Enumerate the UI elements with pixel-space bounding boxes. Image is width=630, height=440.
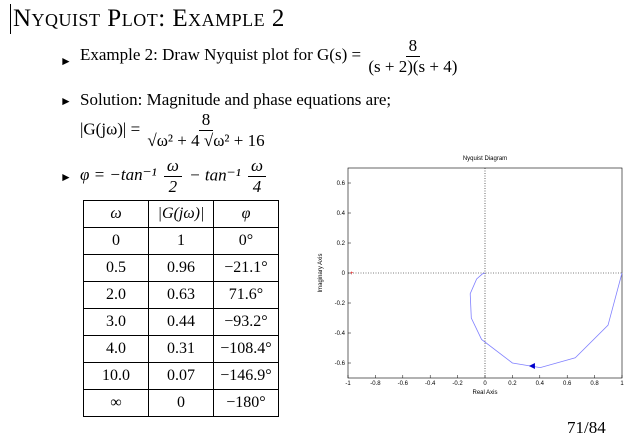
x-tick-label: 0.8 <box>590 381 599 387</box>
bullet: ► Example 2: Draw Nyquist plot for G(s) … <box>60 36 458 76</box>
x-tick-label: -1 <box>345 381 351 387</box>
table-cell: −93.2° <box>213 308 279 336</box>
table-row: 3.0 0.44 −93.2° <box>83 308 279 336</box>
x-tick-label: -0.4 <box>425 381 436 387</box>
x-tick-label: -0.6 <box>398 381 409 387</box>
table-cell: 0.96 <box>148 254 214 282</box>
table-cell: 0.63 <box>148 281 214 309</box>
table-cell: 0.5 <box>83 254 149 282</box>
table-row: 0 1 0° <box>83 227 279 255</box>
bullet-text: Example 2: Draw Nyquist plot for G(s) = <box>80 45 362 65</box>
table-cell: −180° <box>213 389 279 417</box>
table-cell: 0° <box>213 227 279 255</box>
table-row: 0.5 0.96 −21.1° <box>83 254 279 282</box>
table-cell: 71.6° <box>213 281 279 309</box>
table-row: 10.0 0.07 −146.9° <box>83 362 279 390</box>
numerator: ω <box>163 156 182 177</box>
y-tick-label: -0.4 <box>335 331 346 337</box>
x-tick-label: 1 <box>620 381 624 387</box>
table-cell: 0.44 <box>148 308 214 336</box>
y-axis-label: Imaginary Axis <box>318 253 324 292</box>
bullet: ► Solution: Magnitude and phase equation… <box>60 90 392 150</box>
table-cell: 0 <box>148 389 214 417</box>
numerator: ω <box>247 156 266 177</box>
header-row: ω |G(jω)| φ <box>83 200 279 228</box>
denominator: 4 <box>252 177 262 196</box>
y-tick-label: 0.6 <box>337 181 346 187</box>
denominator: √ω² + 4 √ω² + 16 <box>147 131 265 150</box>
denominator: (s + 2)(s + 4) <box>368 57 458 76</box>
x-tick-label: -0.8 <box>370 381 381 387</box>
table-cell: 4.0 <box>83 335 149 363</box>
y-tick-label: 0 <box>342 271 346 277</box>
x-tick-label: 0.4 <box>536 381 545 387</box>
header-cell: |G(jω)| <box>148 200 214 228</box>
table-cell: −146.9° <box>213 362 279 390</box>
numerator: 8 <box>198 110 214 131</box>
x-tick-label: 0.2 <box>508 381 517 387</box>
table-cell: 0.07 <box>148 362 214 390</box>
x-tick-label: 0.6 <box>563 381 572 387</box>
formula: |G(jω)| = <box>80 119 141 139</box>
slide-title: Nyquist Plot: Example 2 <box>10 4 285 34</box>
header-cell: ω <box>83 200 149 228</box>
formula-part: φ = −tan⁻¹ <box>80 165 157 185</box>
table-cell: 3.0 <box>83 308 149 336</box>
chart: Nyquist Diagram Real Axis Imaginary Axis -1… <box>318 156 624 396</box>
table-cell: 2.0 <box>83 281 149 309</box>
x-tick-label: -0.2 <box>452 381 463 387</box>
chart-title: Nyquist Diagram <box>463 156 507 162</box>
table-cell: −108.4° <box>213 335 279 363</box>
header-cell: φ <box>213 200 279 228</box>
table-cell: 1 <box>148 227 214 255</box>
x-tick-label: 0 <box>483 381 487 387</box>
direction-arrow <box>528 363 535 369</box>
table-cell: 10.0 <box>83 362 149 390</box>
table-cell: 0.31 <box>148 335 214 363</box>
y-tick-label: 0.2 <box>337 241 346 247</box>
x-axis-label: Real Axis <box>472 390 497 396</box>
data-table: ω |G(jω)| φ 0 1 0° 0.5 0.96 −21.1° 2.0 0.63 71.6° 3.… <box>83 200 279 417</box>
table-cell: −21.1° <box>213 254 279 282</box>
y-tick-label: 0.4 <box>337 211 346 217</box>
y-tick-label: -0.6 <box>335 361 346 367</box>
formula-part: − tan⁻¹ <box>189 165 241 185</box>
y-tick-label: -0.2 <box>335 301 346 307</box>
table-cell: ∞ <box>83 389 149 417</box>
table-row: 4.0 0.31 −108.4° <box>83 335 279 363</box>
denominator: 2 <box>168 177 178 196</box>
table-row: 2.0 0.63 71.6° <box>83 281 279 309</box>
bullet-text: Solution: Magnitude and phase equations … <box>80 90 392 109</box>
critical-point: + <box>350 271 354 277</box>
page-number: 71/84 <box>567 418 606 437</box>
table-row: ∞ 0 −180° <box>83 389 279 417</box>
nyquist-curve <box>469 272 623 369</box>
table-cell: 0 <box>83 227 149 255</box>
numerator: 8 <box>405 36 421 57</box>
